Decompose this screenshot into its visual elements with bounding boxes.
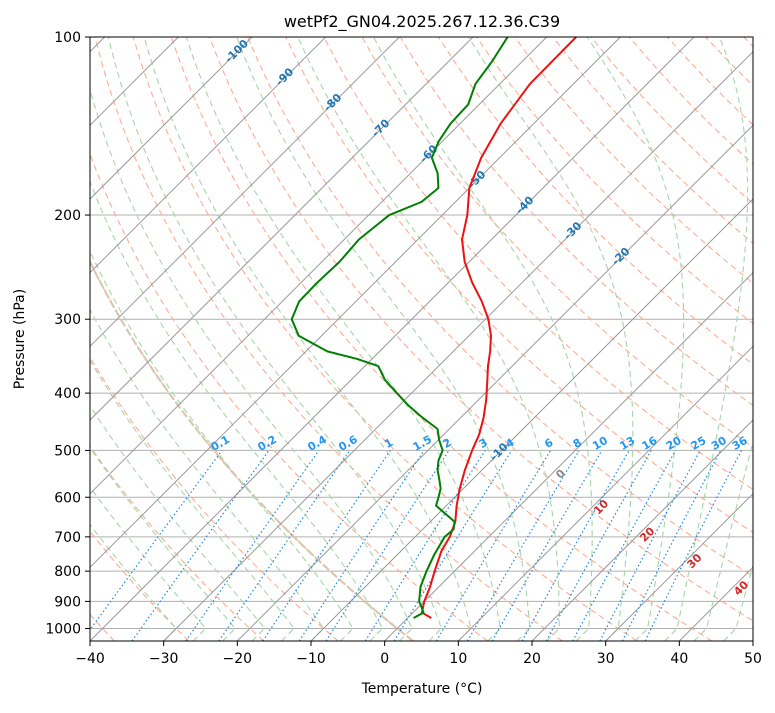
x-tick-label: 10 bbox=[449, 651, 467, 667]
x-tick-label: 30 bbox=[597, 651, 615, 667]
y-tick-label: 600 bbox=[54, 490, 81, 506]
x-tick-label: 40 bbox=[670, 651, 688, 667]
x-tick-label: −30 bbox=[149, 651, 179, 667]
x-tick-label: 0 bbox=[380, 651, 389, 667]
x-tick-label: −10 bbox=[296, 651, 326, 667]
y-tick-label: 100 bbox=[54, 30, 81, 46]
y-tick-label: 800 bbox=[54, 564, 81, 580]
x-tick-label: 20 bbox=[523, 651, 541, 667]
y-tick-label: 300 bbox=[54, 312, 81, 328]
y-axis-title: Pressure (hPa) bbox=[12, 289, 28, 389]
chart-title: wetPf2_GN04.2025.267.12.36.C39 bbox=[284, 12, 560, 32]
x-tick-label: −20 bbox=[223, 651, 253, 667]
y-tick-label: 700 bbox=[54, 530, 81, 546]
x-axis-title: Temperature (°C) bbox=[361, 681, 483, 697]
x-tick-label: −40 bbox=[75, 651, 105, 667]
y-tick-label: 200 bbox=[54, 208, 81, 224]
y-tick-label: 900 bbox=[54, 594, 81, 610]
x-tick-label: 50 bbox=[744, 651, 762, 667]
y-tick-label: 1000 bbox=[45, 621, 81, 637]
y-tick-label: 500 bbox=[54, 443, 81, 459]
y-tick-label: 400 bbox=[54, 386, 81, 402]
plot-area bbox=[90, 37, 753, 641]
